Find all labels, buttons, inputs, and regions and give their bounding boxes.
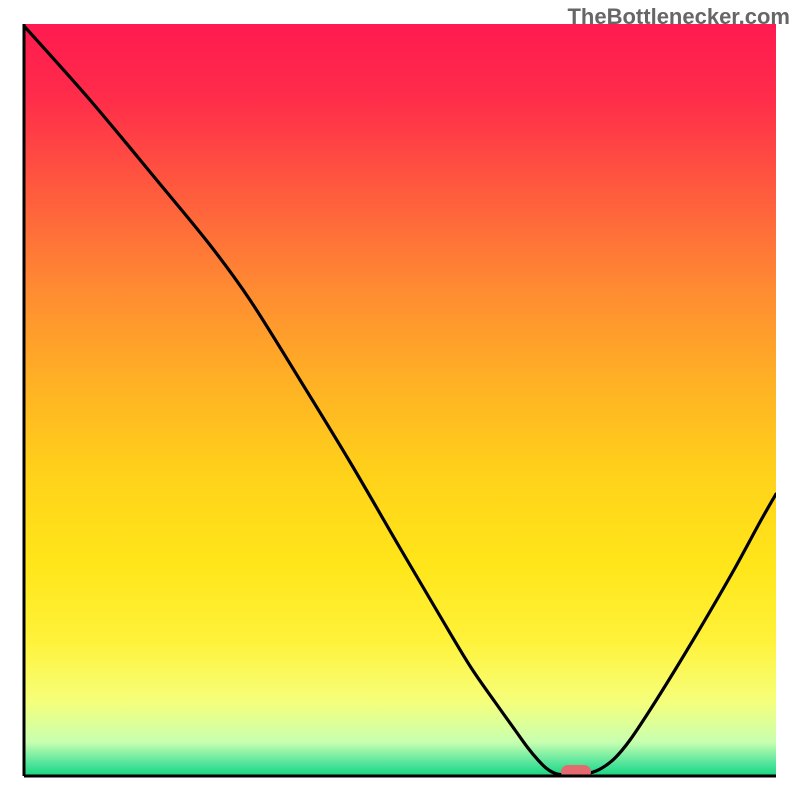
chart-canvas (0, 0, 800, 800)
bottleneck-chart: TheBottlenecker.com (0, 0, 800, 800)
watermark-text: TheBottlenecker.com (567, 4, 790, 30)
gradient-background (24, 24, 776, 776)
